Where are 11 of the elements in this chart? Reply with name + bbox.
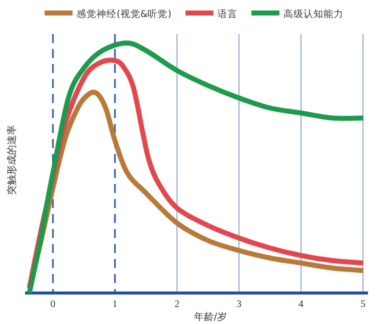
x-tick-label: 4 xyxy=(298,299,304,310)
x-tick-label: 3 xyxy=(236,299,242,310)
x-tick-label: 5 xyxy=(360,299,366,310)
x-tick-label: 1 xyxy=(112,299,118,310)
x-axis-title: 年龄/岁 xyxy=(194,311,228,323)
x-tick-label: 2 xyxy=(174,299,180,310)
y-axis-title: 突触形成的速率 xyxy=(6,125,18,195)
legend-label: 语言 xyxy=(217,8,238,20)
legend-label: 高级认知能力 xyxy=(283,8,344,20)
x-tick-label: 0 xyxy=(50,299,56,310)
legend-label: 感觉神经(视觉&听觉) xyxy=(76,8,172,20)
